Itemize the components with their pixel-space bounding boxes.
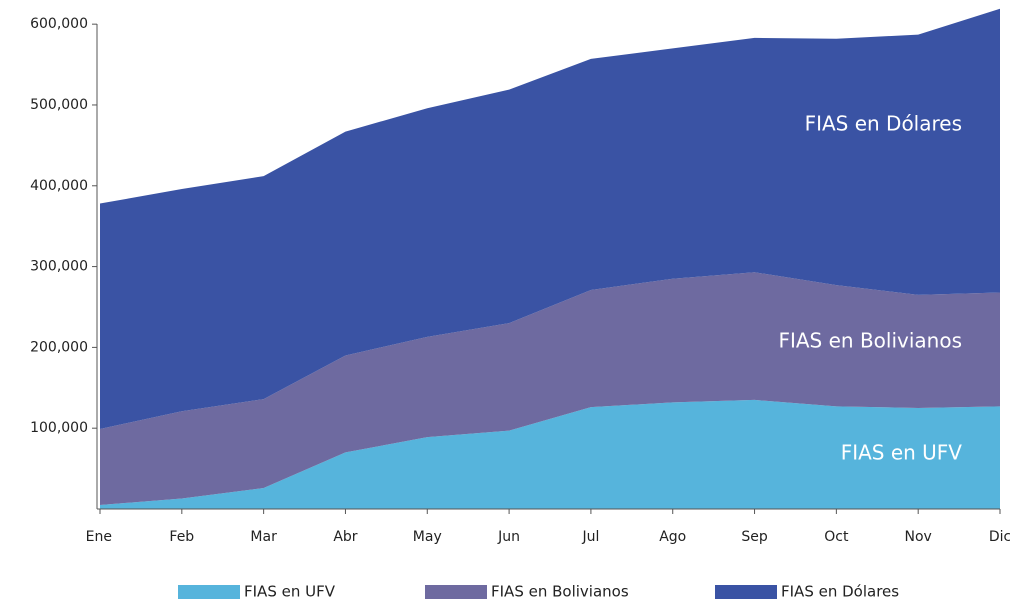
area — [100, 399, 1000, 509]
x-tick-label: Oct — [824, 529, 849, 545]
x-tick-label: Feb — [169, 529, 194, 545]
y-tick-label: 400,000 — [30, 178, 88, 194]
area — [100, 8, 1000, 430]
legend-swatch — [425, 585, 487, 599]
x-tick-label: Ago — [659, 529, 686, 545]
legend-swatch — [178, 585, 240, 599]
x-tick-label: Jun — [497, 529, 520, 545]
x-tick-label: Sep — [741, 529, 768, 545]
y-tick-label: 600,000 — [30, 16, 88, 32]
y-tick-label: 300,000 — [30, 259, 88, 275]
y-tick-label: 500,000 — [30, 97, 88, 113]
legend-label: FIAS en Dólares — [781, 583, 899, 600]
x-tick-label: Ene — [86, 529, 112, 545]
annotation: FIAS en UFV — [841, 441, 963, 465]
x-tick-label: Dic — [989, 529, 1010, 545]
x-tick-label: Jul — [581, 529, 599, 545]
legend-label: FIAS en UFV — [244, 583, 336, 600]
legend-swatch — [715, 585, 777, 599]
x-tick-label: Mar — [250, 529, 277, 545]
x-tick-label: May — [413, 529, 442, 545]
x-tick-label: Abr — [333, 529, 357, 545]
area — [100, 272, 1000, 505]
y-tick-label: 200,000 — [30, 339, 88, 355]
annotation: FIAS en Bolivianos — [778, 329, 962, 353]
annotation: FIAS en Dólares — [805, 112, 962, 136]
legend-label: FIAS en Bolivianos — [491, 583, 629, 600]
x-tick-label: Nov — [905, 529, 932, 545]
y-tick-label: 100,000 — [30, 420, 88, 436]
